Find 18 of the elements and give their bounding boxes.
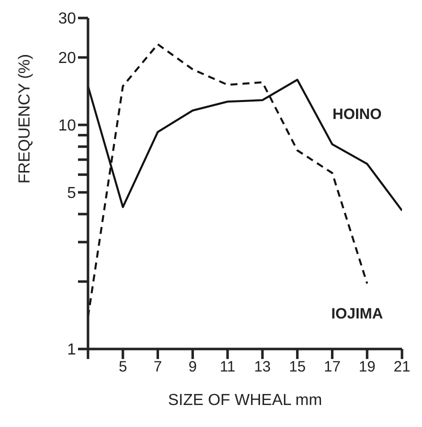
x-tick-label: 17 xyxy=(324,358,341,376)
x-axis-title: SIZE OF WHEAL mm xyxy=(168,392,322,409)
x-tick-label: 7 xyxy=(154,358,162,376)
series-label: IOJIMA xyxy=(331,306,384,323)
x-tick-label: 21 xyxy=(394,358,410,376)
x-tick-label: 9 xyxy=(188,358,197,376)
y-tick-label: 10 xyxy=(58,118,76,135)
y-axis-title: FREQUENCY (%) xyxy=(16,54,34,184)
x-tick-label: 5 xyxy=(118,358,128,376)
x-tick-label: 11 xyxy=(220,358,236,376)
y-tick-label: 1 xyxy=(67,342,76,359)
y-tick-label: 5 xyxy=(67,185,76,202)
x-tick-label: 13 xyxy=(254,358,271,376)
x-tick-label: 19 xyxy=(358,358,376,376)
y-tick-label: 30 xyxy=(58,10,76,28)
series-label: HOINO xyxy=(332,106,382,123)
x-tick-label: 15 xyxy=(288,358,306,376)
y-tick-label: 20 xyxy=(58,50,76,68)
